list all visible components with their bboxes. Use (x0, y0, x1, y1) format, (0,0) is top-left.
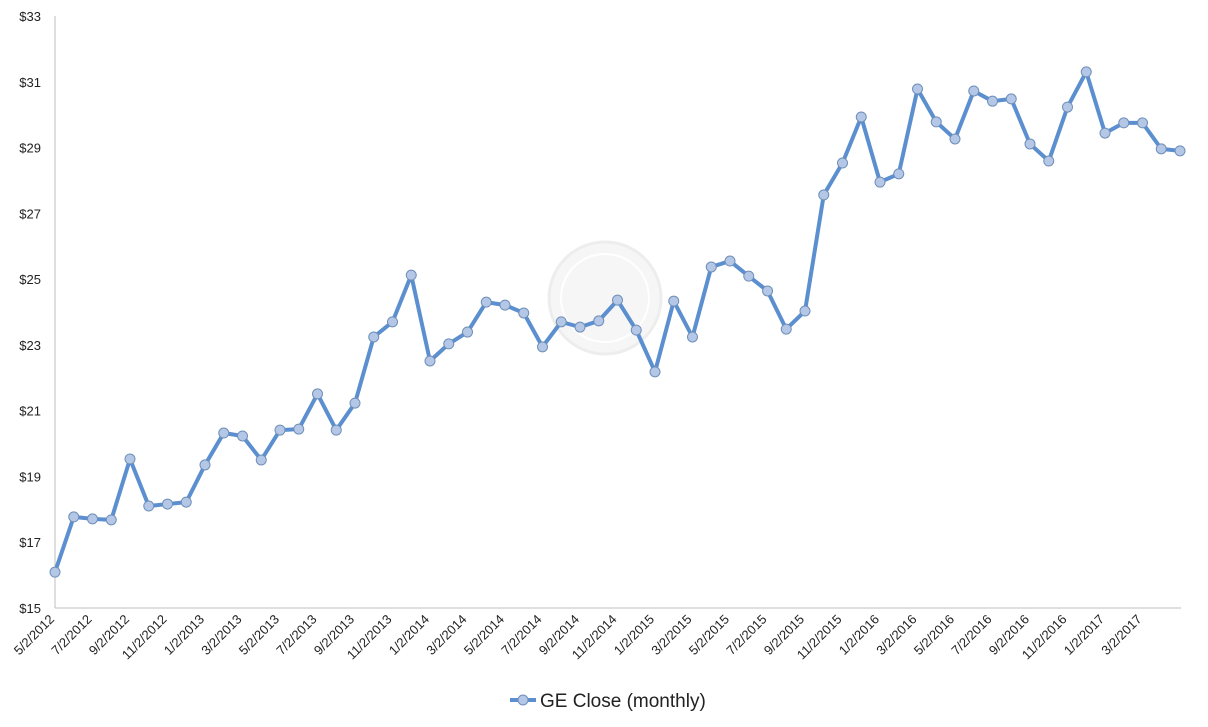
marker (1043, 155, 1055, 167)
marker (630, 324, 642, 336)
marker (687, 331, 698, 343)
marker (874, 176, 886, 188)
marker (424, 355, 436, 367)
marker (724, 255, 736, 267)
marker (1062, 101, 1073, 113)
marker (105, 514, 117, 526)
marker (293, 423, 305, 435)
marker (780, 323, 792, 335)
marker (349, 397, 361, 409)
marker (593, 315, 605, 327)
marker (1118, 117, 1130, 129)
x-tick-label: 5/2/2012 (11, 612, 57, 658)
marker (387, 316, 398, 328)
marker (330, 424, 342, 436)
marker (612, 294, 623, 306)
x-tick-label: 1/2/2015 (611, 612, 657, 658)
x-tick-label: 7/2/2012 (48, 612, 94, 658)
marker (87, 513, 98, 525)
y-tick-label: $17 (19, 535, 41, 550)
legend-marker (517, 694, 529, 706)
y-tick-label: $25 (19, 272, 41, 287)
x-tick-label: 3/2/2015 (648, 612, 694, 658)
marker (930, 116, 942, 128)
marker (274, 424, 286, 436)
marker (218, 427, 230, 439)
x-tick-label: 5/2/2014 (461, 612, 507, 658)
marker (574, 321, 586, 333)
y-tick-label: $19 (19, 469, 41, 484)
marker (1099, 127, 1111, 139)
marker (255, 454, 267, 466)
marker (537, 341, 548, 353)
marker (237, 430, 248, 442)
y-tick-label: $33 (19, 9, 41, 24)
x-tick-label: 7/2/2013 (273, 612, 319, 658)
marker (462, 326, 473, 338)
marker (649, 366, 661, 378)
watermark (547, 240, 663, 356)
x-tick-label: 3/2/2017 (1098, 612, 1144, 658)
marker (124, 453, 136, 465)
marker (1024, 138, 1036, 150)
marker (312, 388, 323, 400)
marker (368, 331, 380, 343)
marker (949, 133, 961, 145)
y-tick-label: $21 (19, 404, 41, 419)
marker (799, 305, 811, 317)
marker (705, 261, 717, 273)
x-tick-label: 1/2/2016 (836, 612, 882, 658)
marker (1155, 143, 1167, 155)
x-tick-label: 1/2/2013 (161, 612, 207, 658)
marker (987, 95, 998, 107)
y-tick-label: $29 (19, 141, 41, 156)
marker (1080, 66, 1092, 78)
marker (912, 83, 923, 95)
x-tick-label: 7/2/2014 (498, 612, 544, 658)
marker (180, 496, 192, 508)
y-tick-label: $15 (19, 601, 41, 616)
marker (518, 307, 530, 319)
marker (199, 459, 211, 471)
x-tick-label: 3/2/2013 (198, 612, 244, 658)
x-tick-label: 1/2/2014 (386, 612, 432, 658)
x-tick-label: 7/2/2016 (948, 612, 994, 658)
marker (68, 511, 80, 523)
marker (968, 85, 980, 97)
x-tick-label: 5/2/2013 (236, 612, 282, 658)
marker (837, 157, 848, 169)
marker (1005, 93, 1017, 105)
x-tick-label: 3/2/2014 (423, 612, 469, 658)
marker (443, 338, 455, 350)
marker (762, 285, 773, 297)
marker (818, 189, 830, 201)
x-tick-label: 1/2/2017 (1061, 612, 1107, 658)
marker (668, 295, 680, 307)
x-tick-label: 7/2/2015 (723, 612, 769, 658)
marker (893, 168, 905, 180)
legend-label: GE Close (monthly) (540, 691, 706, 712)
marker (743, 270, 755, 282)
marker (49, 566, 61, 578)
marker (555, 316, 567, 328)
marker (143, 500, 155, 512)
marker (480, 296, 492, 308)
y-tick-label: $23 (19, 338, 41, 353)
marker (162, 498, 173, 510)
y-tick-label: $31 (19, 75, 41, 90)
y-tick-label: $27 (19, 206, 41, 221)
x-tick-label: 5/2/2015 (686, 612, 732, 658)
x-tick-label: 3/2/2016 (873, 612, 919, 658)
marker (1137, 117, 1148, 129)
marker (855, 111, 867, 123)
marker (405, 269, 417, 281)
x-tick-label: 5/2/2016 (911, 612, 957, 658)
marker (499, 299, 511, 311)
marker (1174, 145, 1186, 157)
